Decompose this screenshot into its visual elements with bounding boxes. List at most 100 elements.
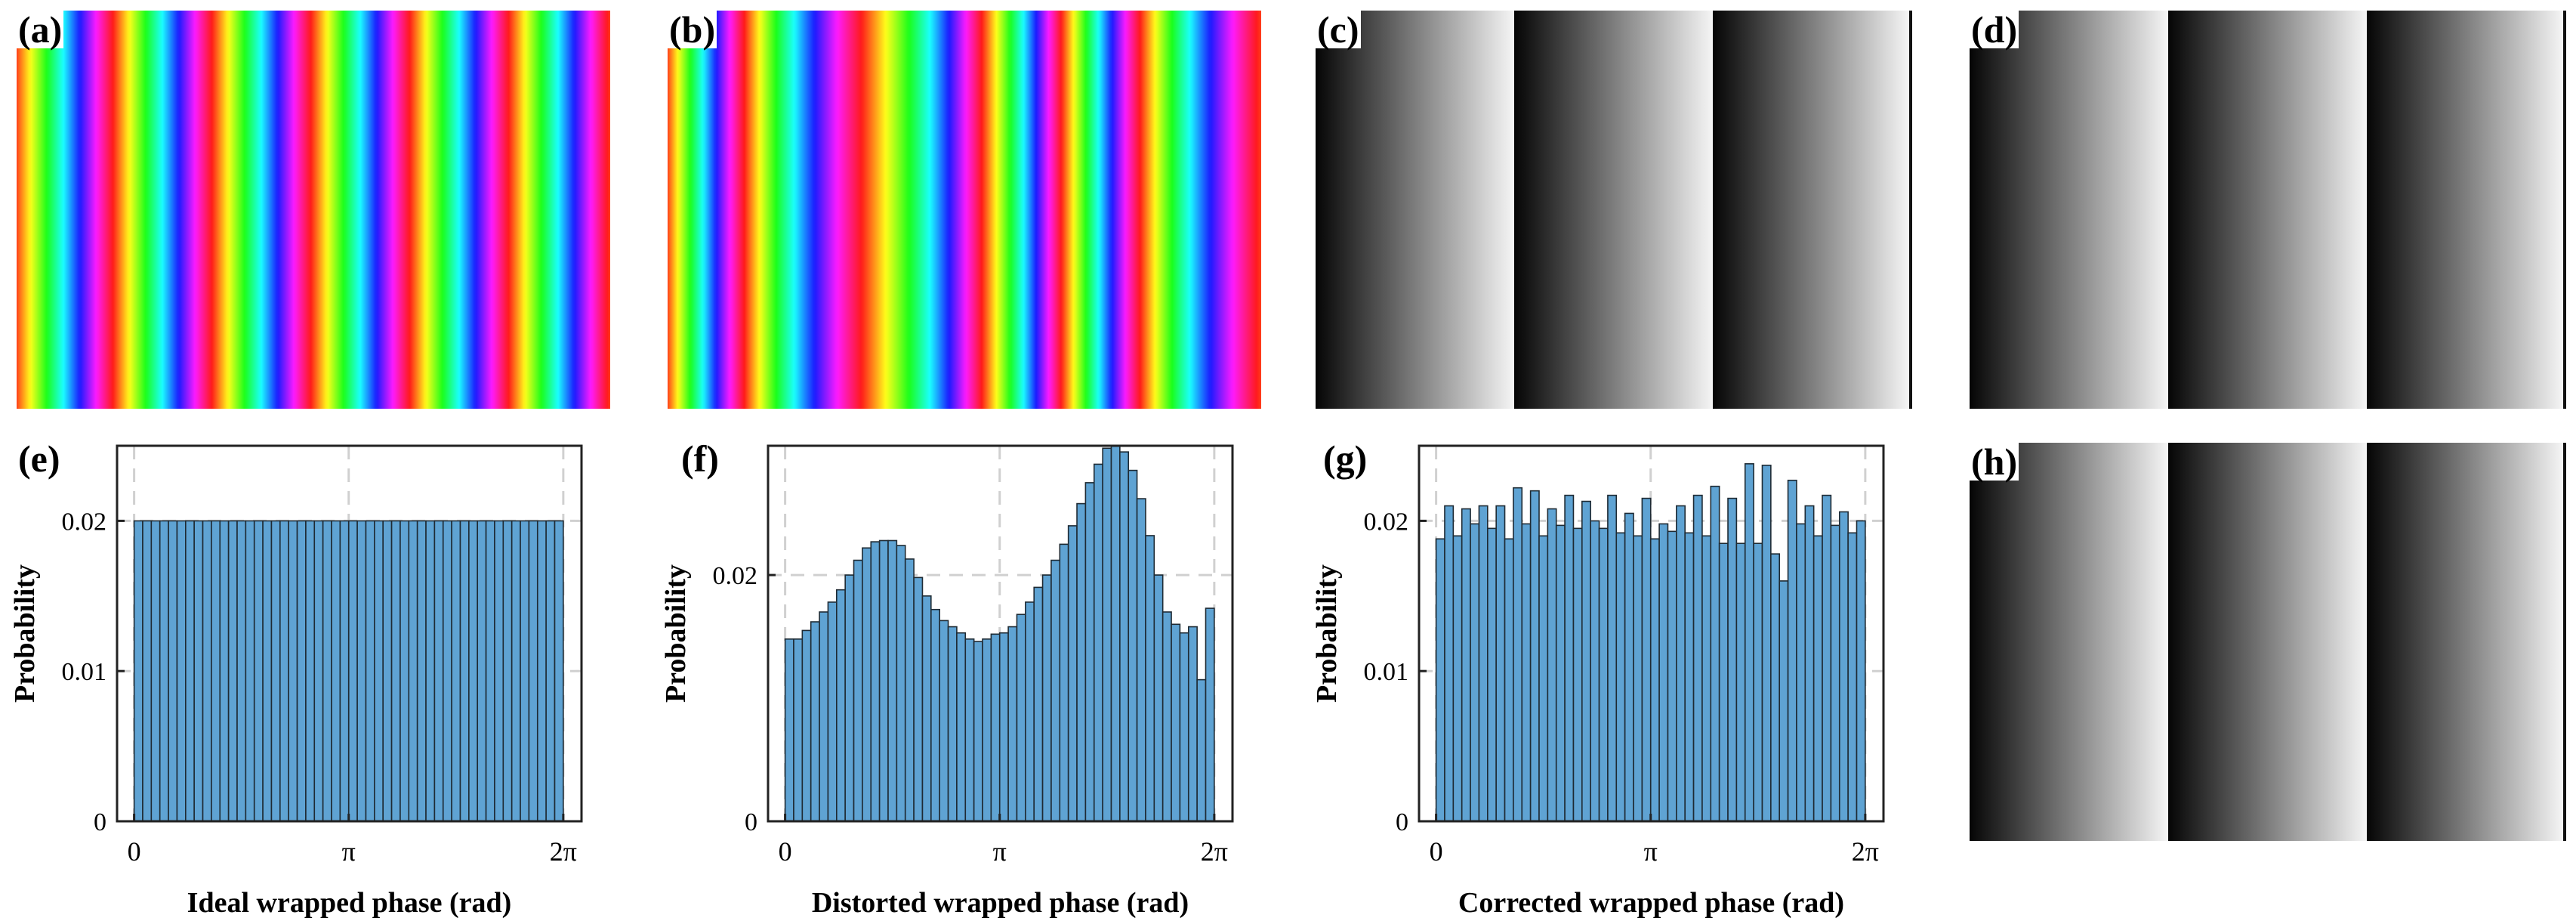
histogram-bar <box>1452 535 1463 822</box>
histogram-bar <box>296 520 307 822</box>
histogram-bar <box>1718 542 1729 822</box>
histogram-bar <box>305 520 316 822</box>
histogram-bar <box>982 638 992 822</box>
histogram-bar <box>1084 482 1095 822</box>
histogram-bar <box>520 520 530 822</box>
histogram-bar <box>1830 524 1840 822</box>
histogram-bar <box>1590 520 1600 822</box>
panel-label-d: (d) <box>1970 8 2019 51</box>
histogram-bar <box>904 558 915 822</box>
histogram-bar <box>801 629 812 822</box>
histogram-bar <box>1761 465 1772 822</box>
histogram-bar <box>1145 535 1155 822</box>
histogram-bar <box>998 632 1009 822</box>
x-tick-label: 2π <box>1201 836 1228 867</box>
histogram-bar <box>1016 613 1026 822</box>
histogram-bar <box>1753 542 1763 822</box>
histogram-bar <box>878 539 889 822</box>
histogram-g: 0 π 2π 0 0.01 0.02 Corrected wrapped phase (ra… <box>1311 444 1885 919</box>
histogram-bar <box>142 520 153 822</box>
x-axis-label: Corrected wrapped phase (rad) <box>1458 887 1844 919</box>
y-tick-label: 0 <box>745 808 757 836</box>
y-axis-label: Probability <box>1311 564 1343 703</box>
histogram-bar <box>262 520 273 822</box>
histogram-bar <box>1093 463 1103 822</box>
histogram-bar <box>382 520 393 822</box>
histogram-bar <box>827 601 838 822</box>
histogram-bar <box>1804 505 1815 822</box>
histogram-bar <box>1513 487 1523 822</box>
histogram-bar <box>1701 535 1712 822</box>
x-tick-label: 2π <box>1852 836 1879 867</box>
x-tick-label: 0 <box>128 836 141 867</box>
histogram-bar <box>545 520 556 822</box>
histogram-bar <box>1119 451 1130 822</box>
histogram-bar <box>185 520 195 822</box>
histogram-bar <box>1521 523 1532 822</box>
histogram-bar <box>339 520 350 822</box>
histogram-e: 0 π 2π 0 0.01 0.02 Ideal wrapped phase (rad) Pr… <box>9 444 583 919</box>
histogram-bar <box>511 520 521 822</box>
histogram-bar <box>1478 505 1489 822</box>
histogram-bar <box>468 520 479 822</box>
x-tick-label: 0 <box>779 836 792 867</box>
sawtooth-image-h <box>1970 443 2566 841</box>
histogram-bar <box>1059 543 1069 822</box>
histogram-bar <box>1770 553 1781 822</box>
histogram-bar <box>1179 632 1189 822</box>
x-tick-label: 0 <box>1430 836 1443 867</box>
panel-d: (d) <box>1970 11 2566 409</box>
y-tick-label: 0.02 <box>713 562 758 590</box>
histogram-bar <box>1470 523 1480 822</box>
histogram-bar <box>990 633 1001 822</box>
sawtooth-image-d <box>1970 11 2566 409</box>
histogram-bar <box>400 520 410 822</box>
x-axis-label: Distorted wrapped phase (rad) <box>812 887 1189 919</box>
histogram-bar <box>1847 532 1858 822</box>
histogram-bar <box>331 520 341 822</box>
histogram-bar <box>442 520 452 822</box>
histogram-bar <box>913 576 924 822</box>
histogram-bar <box>322 520 332 822</box>
panel-label-f: (f) <box>680 437 720 480</box>
histogram-f: 0 π 2π 0 0.02 Distorted wrapped phase (rad) Pr… <box>660 444 1234 919</box>
panel-b: (b) <box>668 11 1261 409</box>
histogram-bar <box>288 520 298 822</box>
histogram-bar <box>930 608 940 822</box>
histogram-bar <box>1461 508 1471 822</box>
histogram-bar <box>939 620 949 822</box>
histogram-bar <box>1050 559 1061 822</box>
histogram-bar <box>1538 535 1549 822</box>
histogram-bar <box>459 520 470 822</box>
histogram-bar <box>408 520 418 822</box>
histogram-bar <box>536 520 547 822</box>
histogram-bar <box>1856 520 1866 822</box>
histogram-bar <box>1779 580 1789 822</box>
histogram-bar <box>1641 497 1652 822</box>
histogram-bar <box>554 520 564 822</box>
histogram-bar <box>1615 532 1626 822</box>
histogram-bar <box>1598 527 1609 822</box>
histogram-bar <box>870 541 881 822</box>
wrapped-phase-image-b <box>668 11 1261 409</box>
histogram-bar <box>1136 498 1146 822</box>
histogram-bar <box>1487 527 1497 822</box>
histogram-bar <box>956 632 967 822</box>
panel-c: (c) <box>1316 11 1912 409</box>
histogram-bar <box>211 520 221 822</box>
histogram-bar <box>1676 505 1686 822</box>
panel-a: (a) <box>17 11 610 409</box>
histogram-bar <box>1744 463 1754 822</box>
histogram-bar <box>964 638 975 822</box>
histogram-bar <box>356 520 367 822</box>
histogram-bar <box>159 520 169 822</box>
histogram-bar <box>1649 538 1660 822</box>
histogram-bar <box>1667 530 1677 822</box>
y-axis-label: Probability <box>660 564 692 703</box>
histogram-bar <box>313 520 324 822</box>
histogram-bar <box>844 574 855 822</box>
histogram-bar <box>896 545 906 822</box>
histogram-bar <box>819 611 829 822</box>
x-tick-label: π <box>342 836 356 867</box>
panel-g: 0 π 2π 0 0.01 0.02 Corrected wrapped phase (ra… <box>1302 431 1929 921</box>
